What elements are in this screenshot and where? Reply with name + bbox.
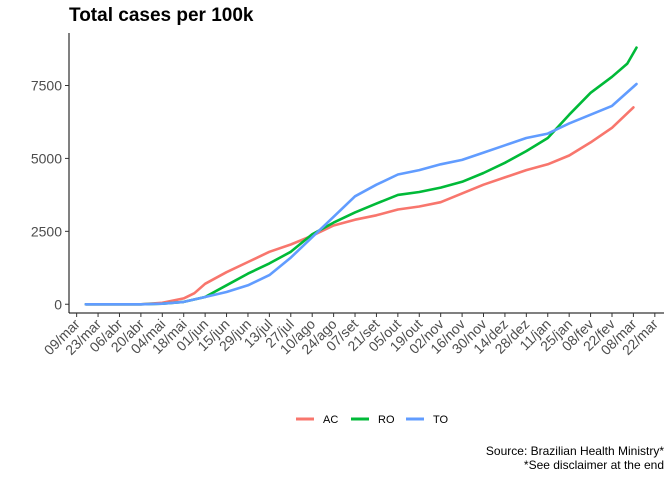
legend-label-ac: AC xyxy=(323,414,338,426)
y-tick-label: 7500 xyxy=(31,78,62,94)
chart-title: Total cases per 100k xyxy=(69,5,254,26)
series-line-to xyxy=(84,82,638,306)
legend: AC RO TO xyxy=(296,414,449,426)
caption-source: Source: Brazilian Health Ministry* xyxy=(485,444,664,458)
y-tick-label: 0 xyxy=(54,296,62,312)
legend-label-to: TO xyxy=(433,414,449,426)
caption-disclaimer: *See disclaimer at the end xyxy=(523,458,664,472)
y-tick-label: 5000 xyxy=(31,150,62,166)
series-line-ac xyxy=(84,106,635,306)
series-lines xyxy=(84,46,638,306)
legend-label-ro: RO xyxy=(378,414,395,426)
axes: 025005000750009/mar23/mar06/abr20/abr04/… xyxy=(31,33,664,358)
series-line-ro xyxy=(84,46,638,306)
y-tick-label: 2500 xyxy=(31,223,62,239)
